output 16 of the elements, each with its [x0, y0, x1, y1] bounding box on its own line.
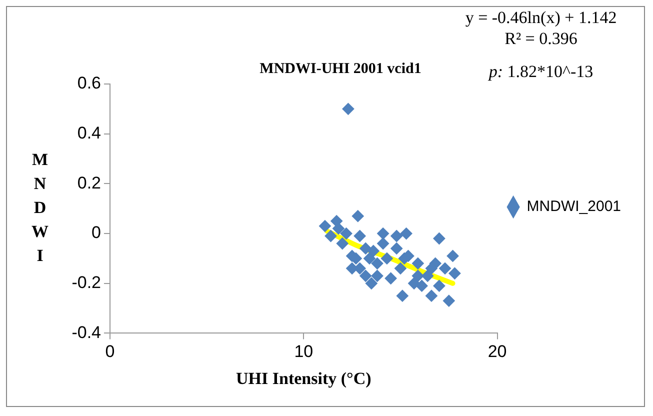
x-tick-label: 10 — [294, 342, 314, 362]
y-axis-title: MNDWI — [32, 150, 48, 265]
text: p: 1.82*10^-13 — [488, 62, 594, 81]
x-tick-label: 0 — [105, 342, 115, 362]
chart-title: MNDWI-UHI 2001 vcid1 — [260, 60, 422, 77]
y-tick-label: 0.2 — [77, 173, 101, 192]
y-tick-label: 0 — [92, 223, 101, 242]
y-tick-label: 0.6 — [77, 74, 101, 93]
legend-label: MNDWI_2001 — [526, 198, 622, 216]
y-tick-label: -0.4 — [72, 322, 101, 342]
y-tick-label: -0.2 — [72, 273, 101, 292]
text: y = -0.46ln(x) + 1.142 — [465, 8, 617, 27]
x-axis-title: UHI Intensity (°C) — [236, 369, 372, 388]
text: R² = 0.396 — [504, 29, 578, 48]
x-tick-label: 20 — [488, 342, 507, 362]
y-tick-label: 0.4 — [77, 124, 101, 143]
